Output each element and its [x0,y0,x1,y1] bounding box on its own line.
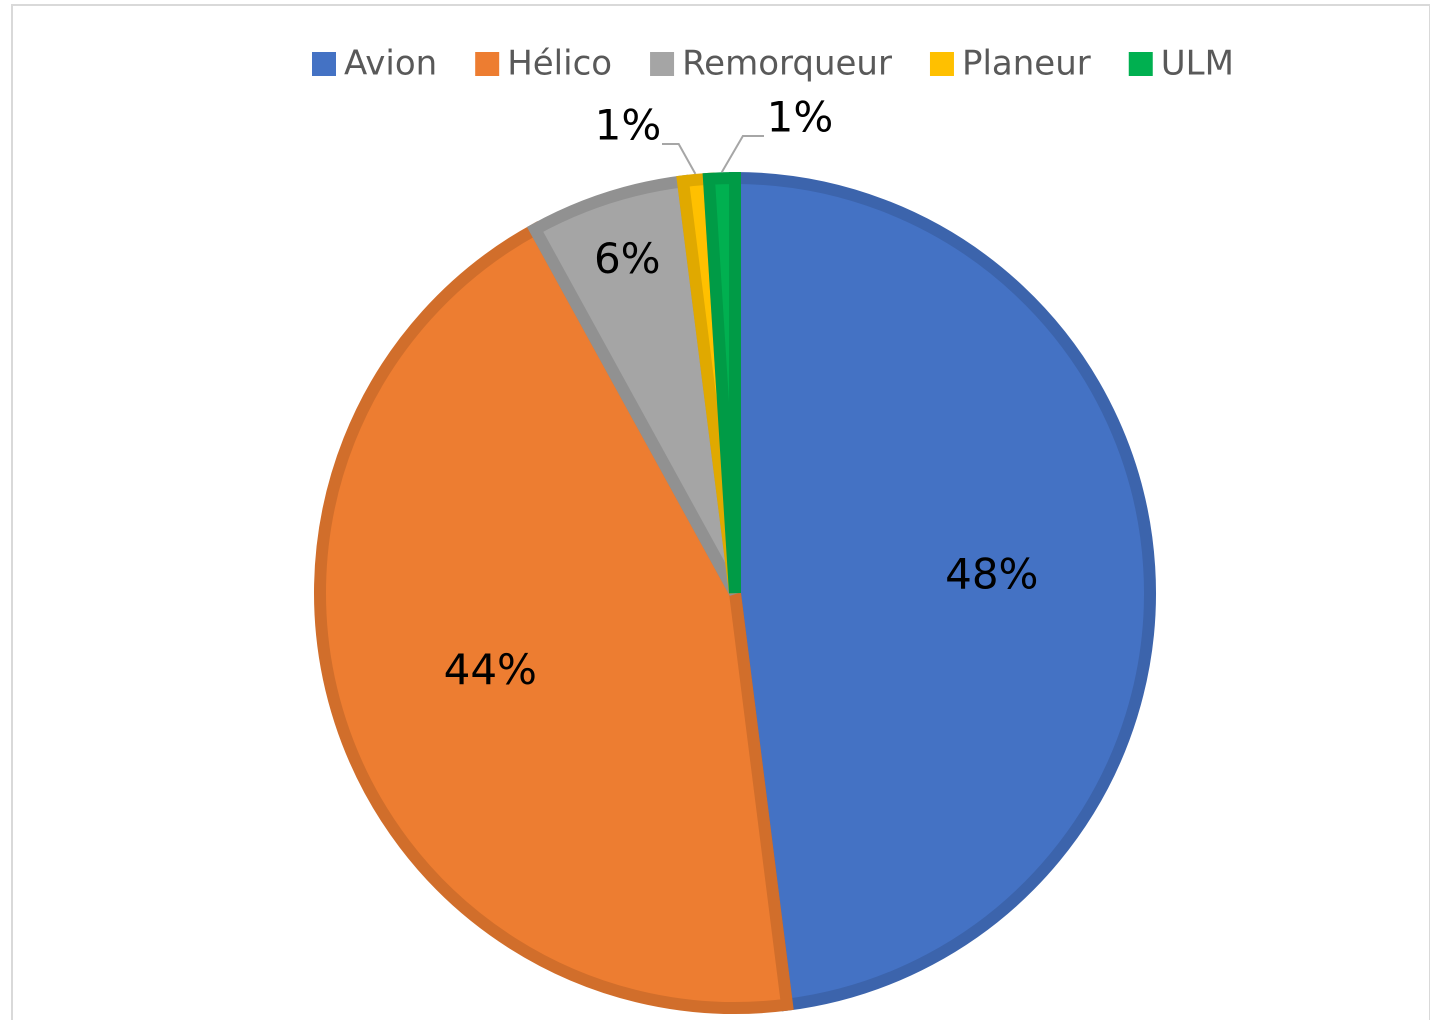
leader-line [720,135,764,173]
legend-label: Hélico [507,44,612,84]
data-label: 6% [594,234,661,283]
legend-label: ULM [1161,44,1234,84]
legend-label: Remorqueur [682,44,892,84]
legend-swatch [650,52,675,76]
legend-label: Avion [344,44,437,84]
pie-slice [702,171,741,594]
legend-label: Planeur [962,44,1091,84]
legend-swatch [1128,52,1153,76]
legend-swatch [475,52,500,76]
pie-slice [729,171,1156,1012]
leader-line [662,143,697,175]
pie-slice [314,221,794,1014]
data-label: 1% [595,101,662,150]
legend-swatch [312,52,336,76]
data-label: 44% [444,645,537,694]
legend: Avion Hélico Remorqueur Planeur ULM [312,44,1234,84]
data-label: 1% [767,93,834,142]
legend-swatch [929,52,954,76]
data-label: 48% [945,549,1038,598]
